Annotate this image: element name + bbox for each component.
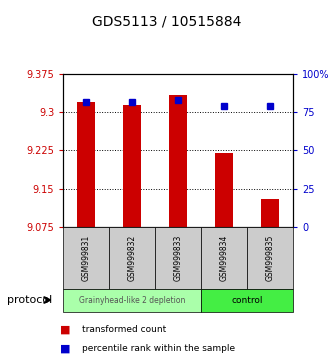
- Text: Grainyhead-like 2 depletion: Grainyhead-like 2 depletion: [79, 296, 185, 304]
- Text: GSM999832: GSM999832: [128, 234, 137, 281]
- Text: GSM999835: GSM999835: [265, 234, 275, 281]
- Text: GSM999833: GSM999833: [173, 234, 183, 281]
- Text: GSM999834: GSM999834: [219, 234, 229, 281]
- Text: ■: ■: [60, 344, 71, 354]
- Text: percentile rank within the sample: percentile rank within the sample: [82, 344, 235, 353]
- Text: GDS5113 / 10515884: GDS5113 / 10515884: [92, 14, 241, 28]
- Text: ■: ■: [60, 324, 71, 334]
- Text: control: control: [231, 296, 263, 304]
- Bar: [77, 102, 96, 227]
- Text: protocol: protocol: [7, 295, 52, 305]
- Bar: [123, 105, 142, 227]
- Bar: [261, 199, 279, 227]
- Text: GSM999831: GSM999831: [82, 234, 91, 281]
- Bar: [169, 95, 187, 227]
- Text: transformed count: transformed count: [82, 325, 166, 334]
- Bar: [215, 153, 233, 227]
